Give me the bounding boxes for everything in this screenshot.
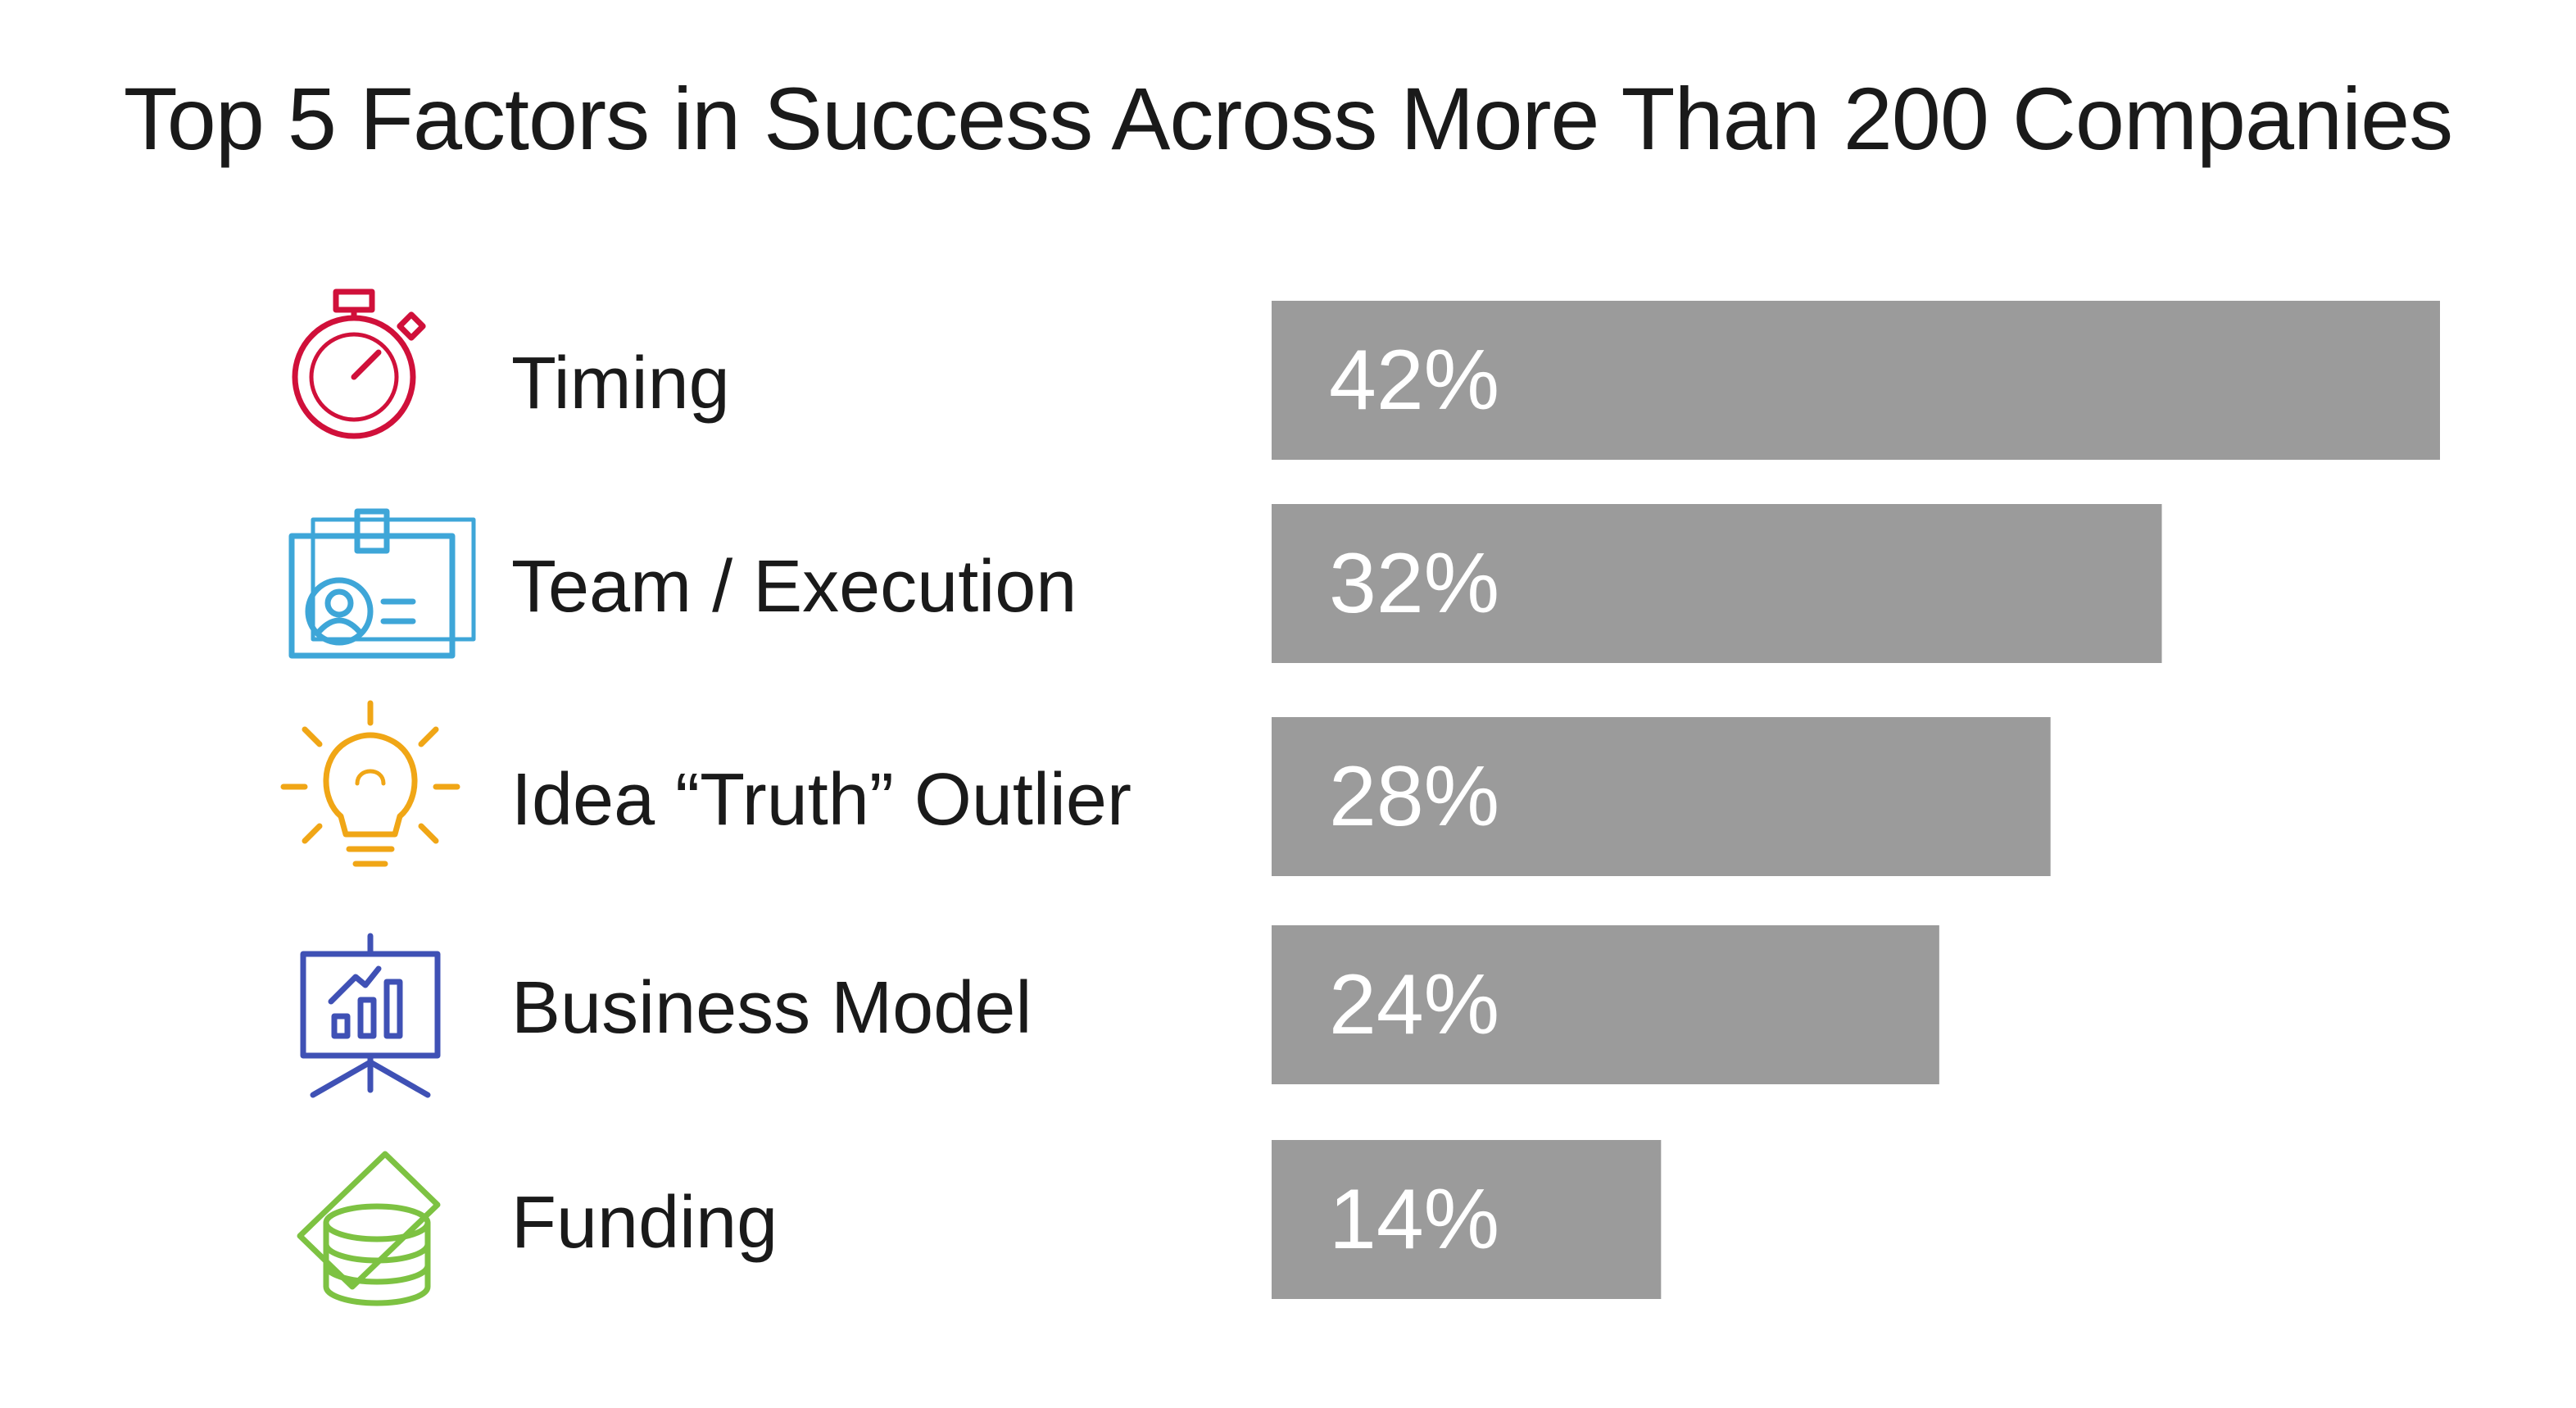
- bar-0: [1272, 301, 2440, 460]
- category-label-2: Idea “Truth” Outlier: [511, 759, 1132, 841]
- lightbulb-icon: [280, 700, 460, 867]
- chart-marks: 42% Timing 32% Team / Execution 28% Idea “Tru…: [511, 301, 2440, 1299]
- bar-1: [1272, 504, 2162, 663]
- category-label-4: Funding: [511, 1182, 778, 1264]
- bar-2: [1272, 717, 2051, 876]
- category-label-3: Business Model: [511, 967, 1032, 1049]
- value-label-3: 24%: [1329, 957, 1499, 1052]
- category-label-1: Team / Execution: [511, 546, 1077, 628]
- value-label-0: 42%: [1329, 333, 1499, 428]
- stopwatch-icon: [292, 288, 426, 439]
- value-label-2: 28%: [1329, 749, 1499, 844]
- id-badge-icon: [288, 508, 476, 659]
- value-label-4: 14%: [1329, 1172, 1499, 1267]
- presentation-board-icon: [300, 933, 441, 1098]
- category-label-0: Timing: [511, 343, 730, 425]
- bar-4: [1272, 1140, 1662, 1299]
- chart-title: Top 5 Factors in Success Across More Tha…: [123, 69, 2453, 168]
- money-coins-icon: [297, 1151, 441, 1306]
- bar-3: [1272, 925, 1939, 1084]
- value-label-1: 32%: [1329, 536, 1499, 631]
